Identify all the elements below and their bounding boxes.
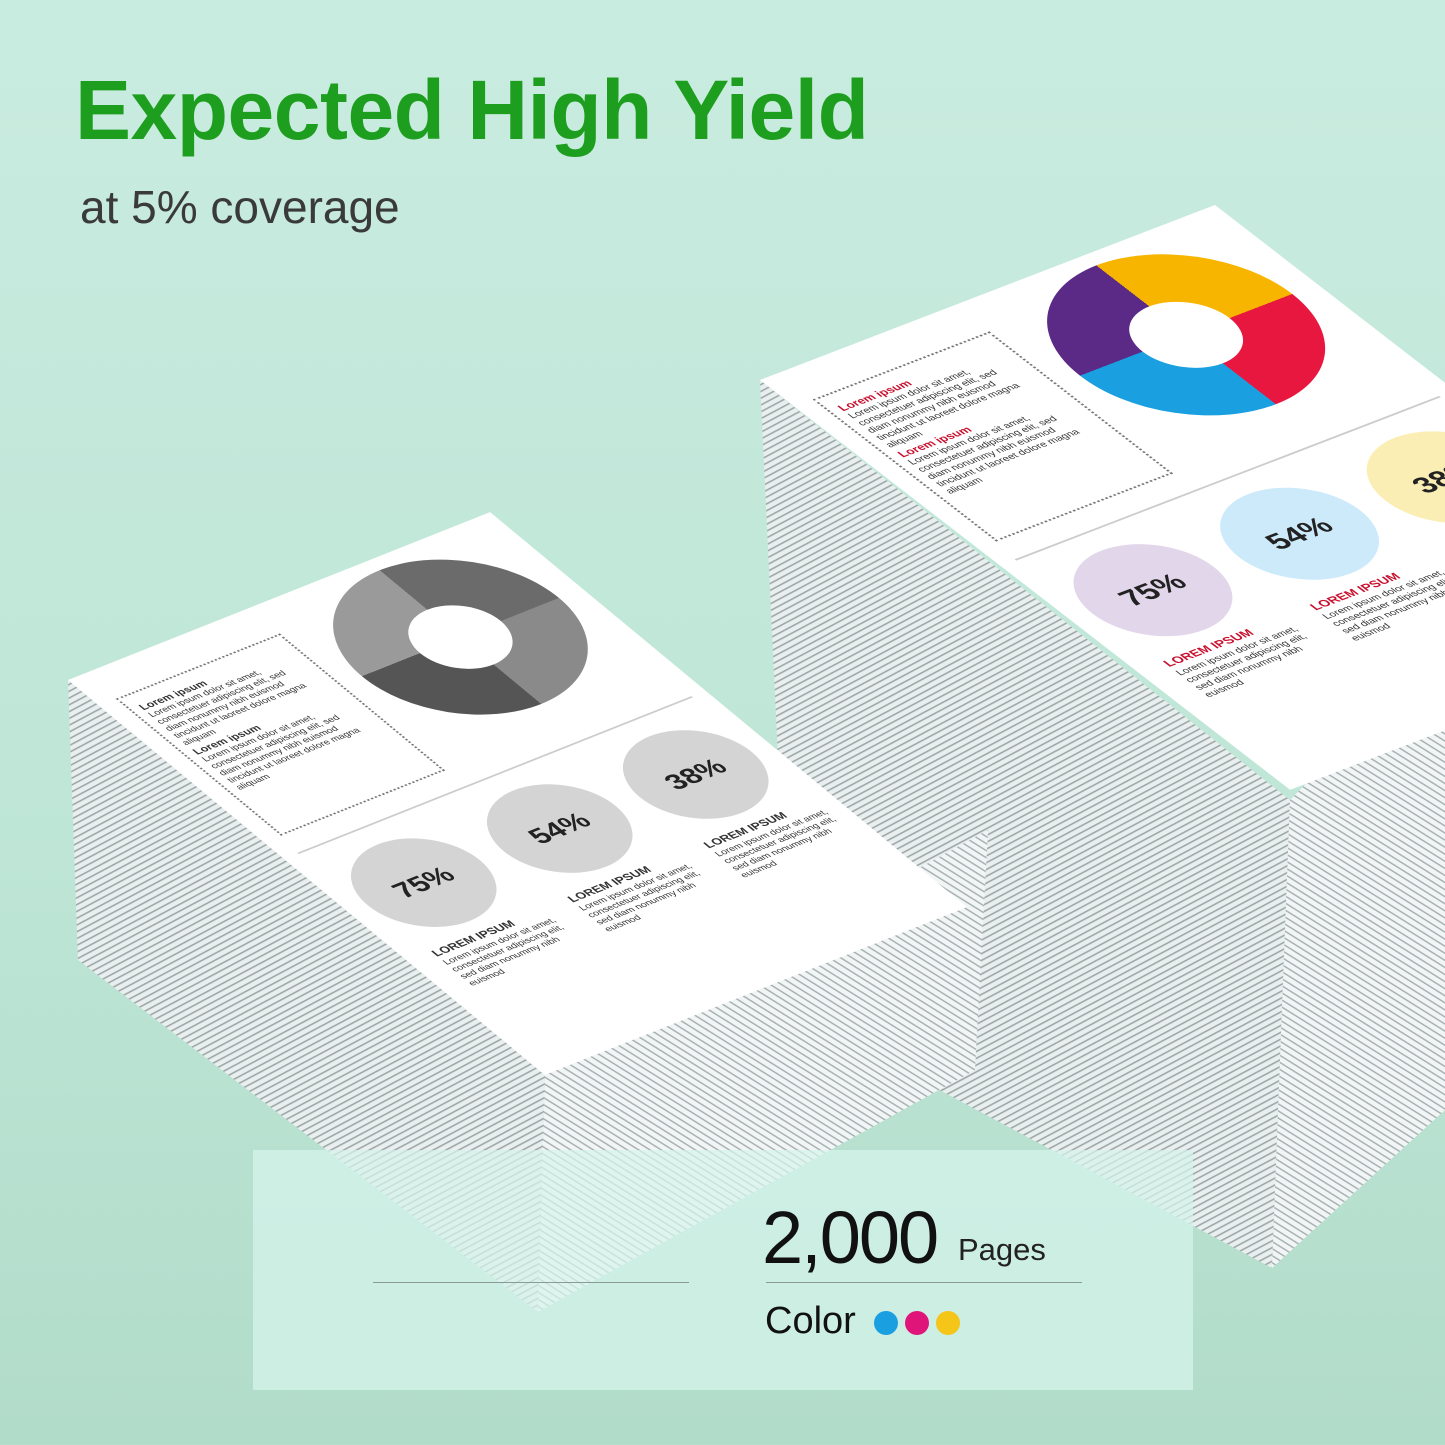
yield-panel: [253, 1150, 1193, 1390]
percent-label: 54%: [521, 807, 598, 849]
percent-label: 75%: [1110, 568, 1195, 611]
magenta-dot-icon: [905, 1311, 929, 1335]
headline: Expected High Yield: [75, 63, 869, 157]
percent-label: 75%: [385, 862, 462, 903]
divider-left: [373, 1282, 689, 1283]
percent-label: 38%: [657, 753, 734, 795]
page-unit: Pages: [958, 1232, 1046, 1267]
cyan-dot-icon: [874, 1311, 898, 1335]
color-label: Color: [765, 1300, 856, 1342]
percent-label: 38%: [1404, 455, 1445, 499]
divider-right: [766, 1282, 1082, 1283]
page-count: 2,000: [762, 1196, 939, 1279]
percent-label: 54%: [1257, 512, 1341, 555]
right-stack-right-side: [1272, 640, 1445, 1268]
yellow-dot-icon: [936, 1311, 960, 1335]
subheadline: at 5% coverage: [80, 181, 400, 233]
cycle-center: [387, 593, 534, 681]
cycle-center: [1105, 289, 1267, 380]
